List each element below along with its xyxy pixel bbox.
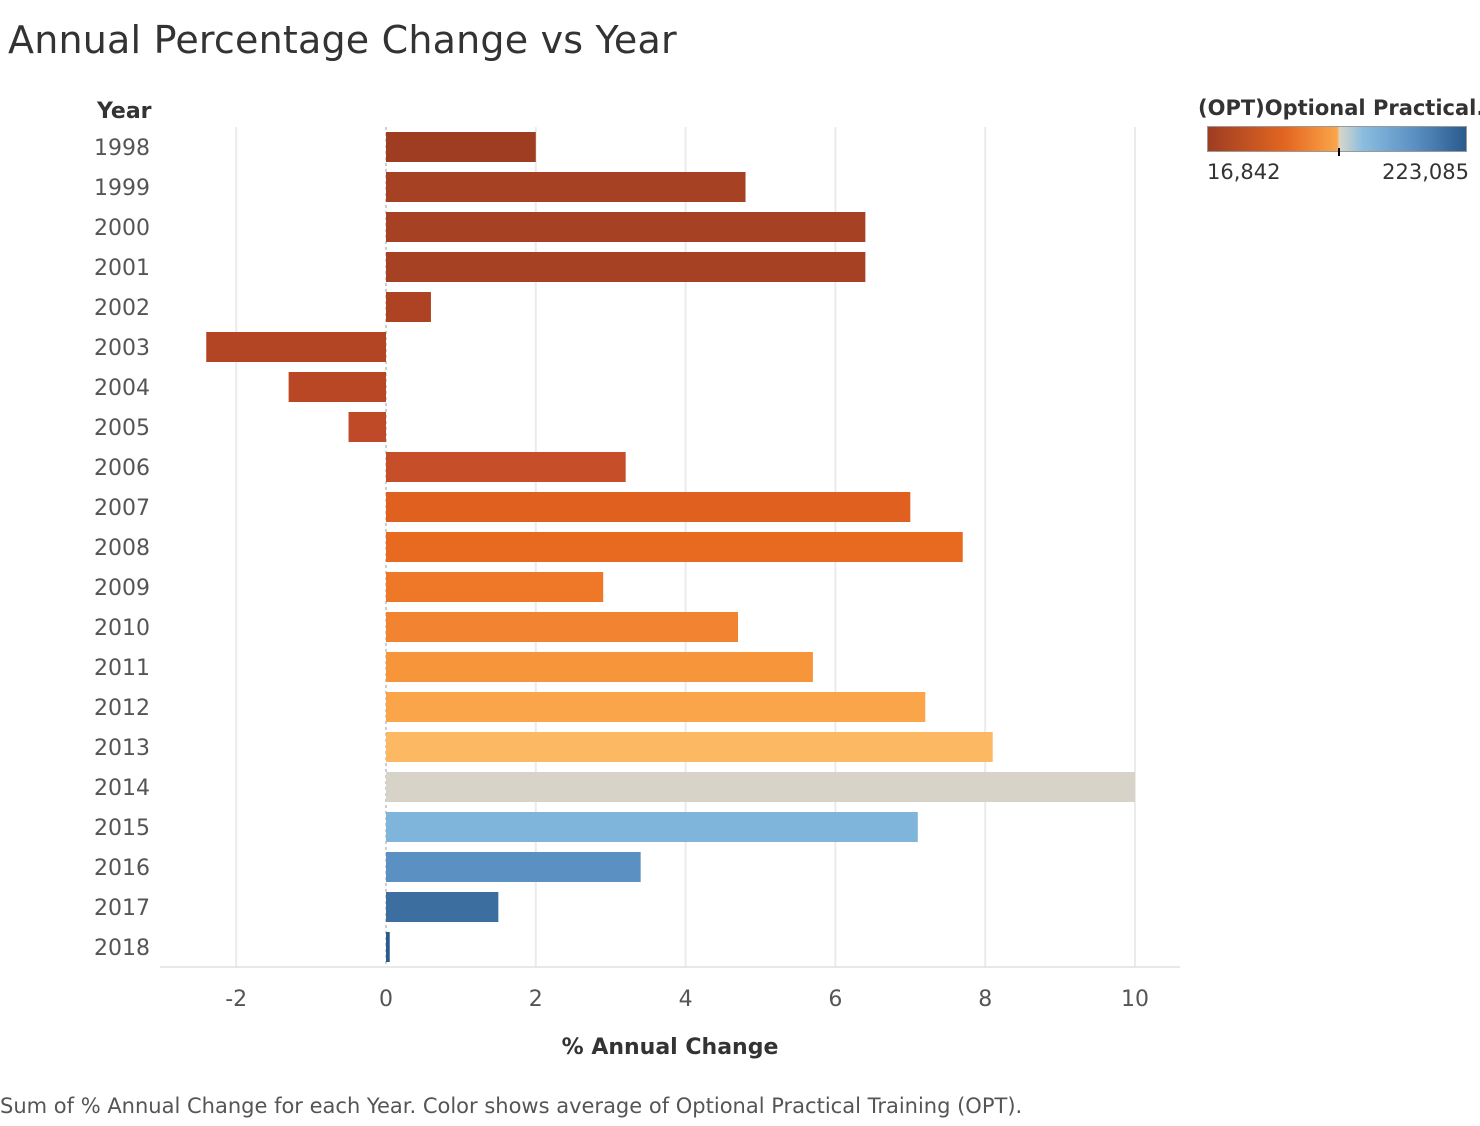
bar-2003[interactable] [206,332,386,362]
y-tick-label-2014: 2014 [94,776,150,801]
y-tick-labels: 1998 1999 2000 2001 2002 2003 2004 2005 2006 2007… [94,136,150,961]
y-tick-label-2005: 2005 [94,416,150,441]
bar-2017[interactable] [386,892,499,922]
bar-2006[interactable] [386,452,626,482]
x-tick-label: -2 [225,987,247,1012]
bar-2010[interactable] [386,612,739,642]
y-tick-label-2011: 2011 [94,656,150,681]
bar-2015[interactable] [386,812,918,842]
color-legend: (OPT)Optional Practical.. 16,842 223,085 [1198,96,1480,190]
bar-2018[interactable] [386,932,390,962]
x-tick-labels: -2 0 2 4 6 8 10 [225,987,1149,1012]
y-tick-label-2017: 2017 [94,896,150,921]
bar-2011[interactable] [386,652,813,682]
y-tick-label-2006: 2006 [94,456,150,481]
x-tick-label: 8 [978,987,992,1012]
bar-chart: 1998 1999 2000 2001 2002 2003 2004 2005 2006 2007… [94,99,1180,1060]
legend-title: (OPT)Optional Practical.. [1198,96,1480,120]
y-tick-label-1999: 1999 [94,176,150,201]
bar-1999[interactable] [386,172,746,202]
y-tick-label-2002: 2002 [94,296,150,321]
bar-2002[interactable] [386,292,431,322]
legend-max-label: 223,085 [1382,160,1469,184]
x-tick-label: 4 [679,987,693,1012]
bar-2013[interactable] [386,732,993,762]
y-tick-label-2010: 2010 [94,616,150,641]
y-tick-label-2004: 2004 [94,376,150,401]
x-tick-label: 10 [1121,987,1149,1012]
chart-caption: Sum of % Annual Change for each Year. Co… [0,1094,1023,1118]
y-tick-label-2012: 2012 [94,696,150,721]
x-tick-label: 0 [379,987,393,1012]
legend-tick [1338,148,1340,156]
bar-2004[interactable] [288,372,386,402]
x-tick-label: 6 [828,987,842,1012]
bar-2009[interactable] [386,572,604,602]
bars [206,132,1135,962]
y-tick-label-2008: 2008 [94,536,150,561]
y-tick-label-2003: 2003 [94,336,150,361]
y-axis-title: Year [96,99,152,124]
bar-2000[interactable] [386,212,866,242]
y-tick-label-2009: 2009 [94,576,150,601]
x-tick-label: 2 [529,987,543,1012]
y-tick-label-2007: 2007 [94,496,150,521]
bar-2016[interactable] [386,852,641,882]
x-axis-title: % Annual Change [562,1035,779,1060]
legend-labels: 16,842 223,085 [1207,160,1469,190]
y-tick-label-2015: 2015 [94,816,150,841]
bar-2012[interactable] [386,692,926,722]
y-tick-label-2016: 2016 [94,856,150,881]
bar-2008[interactable] [386,532,963,562]
y-tick-label-2013: 2013 [94,736,150,761]
bar-2001[interactable] [386,252,866,282]
y-tick-label-2018: 2018 [94,936,150,961]
legend-gradient [1207,126,1467,156]
bar-2007[interactable] [386,492,911,522]
bar-2005[interactable] [348,412,386,442]
bar-1998[interactable] [386,132,536,162]
bar-2014[interactable] [386,772,1135,802]
y-tick-label-1998: 1998 [94,136,150,161]
y-tick-label-2000: 2000 [94,216,150,241]
legend-min-label: 16,842 [1207,160,1281,184]
y-tick-label-2001: 2001 [94,256,150,281]
chart-title: Annual Percentage Change vs Year [8,18,677,62]
